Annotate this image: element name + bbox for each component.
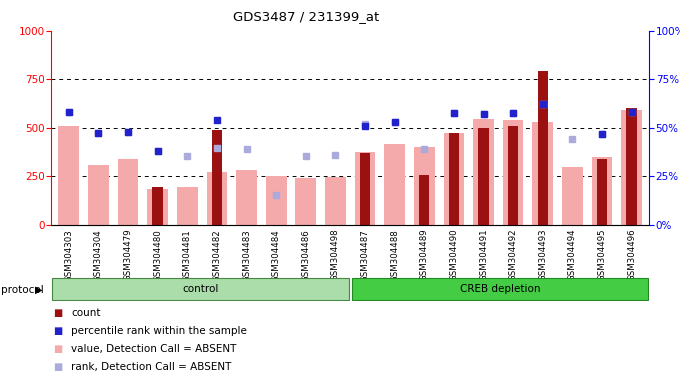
Bar bbox=[58, 126, 79, 225]
Bar bbox=[503, 120, 524, 225]
Text: value, Detection Call = ABSENT: value, Detection Call = ABSENT bbox=[71, 344, 237, 354]
Bar bbox=[88, 164, 109, 225]
Text: count: count bbox=[71, 308, 101, 318]
Text: percentile rank within the sample: percentile rank within the sample bbox=[71, 326, 248, 336]
Text: GSM304490: GSM304490 bbox=[449, 229, 458, 281]
Bar bbox=[443, 134, 464, 225]
Text: GSM304496: GSM304496 bbox=[627, 229, 636, 281]
Bar bbox=[538, 71, 548, 225]
Text: ▶: ▶ bbox=[35, 285, 43, 295]
Bar bbox=[177, 187, 198, 225]
Text: GSM304303: GSM304303 bbox=[65, 229, 73, 281]
Bar bbox=[266, 176, 286, 225]
Bar bbox=[622, 110, 642, 225]
Text: GSM304487: GSM304487 bbox=[360, 229, 369, 281]
Bar bbox=[384, 144, 405, 225]
Text: GSM304494: GSM304494 bbox=[568, 229, 577, 281]
Text: ■: ■ bbox=[53, 308, 63, 318]
Text: GSM304488: GSM304488 bbox=[390, 229, 399, 281]
Text: control: control bbox=[182, 284, 219, 294]
Bar bbox=[597, 159, 607, 225]
Bar bbox=[236, 170, 257, 225]
Text: GSM304484: GSM304484 bbox=[271, 229, 281, 281]
FancyBboxPatch shape bbox=[52, 278, 349, 300]
Bar bbox=[449, 134, 459, 225]
Bar bbox=[207, 172, 227, 225]
Bar bbox=[562, 167, 583, 225]
Text: ■: ■ bbox=[53, 362, 63, 372]
Text: rank, Detection Call = ABSENT: rank, Detection Call = ABSENT bbox=[71, 362, 232, 372]
Text: GSM304486: GSM304486 bbox=[301, 229, 310, 281]
Text: ■: ■ bbox=[53, 326, 63, 336]
Text: GSM304493: GSM304493 bbox=[539, 229, 547, 281]
Bar bbox=[148, 189, 168, 225]
Text: GSM304483: GSM304483 bbox=[242, 229, 251, 281]
Bar bbox=[592, 157, 613, 225]
Text: GDS3487 / 231399_at: GDS3487 / 231399_at bbox=[233, 10, 379, 23]
Bar bbox=[152, 187, 163, 225]
Bar bbox=[626, 108, 636, 225]
Text: GSM304480: GSM304480 bbox=[153, 229, 162, 281]
Text: GSM304498: GSM304498 bbox=[331, 229, 340, 281]
Text: GSM304304: GSM304304 bbox=[94, 229, 103, 281]
Text: CREB depletion: CREB depletion bbox=[460, 284, 540, 294]
Bar bbox=[414, 147, 435, 225]
Text: GSM304495: GSM304495 bbox=[598, 229, 607, 281]
Text: GSM304491: GSM304491 bbox=[479, 229, 488, 281]
Bar bbox=[360, 153, 370, 225]
Bar bbox=[473, 119, 494, 225]
Text: GSM304482: GSM304482 bbox=[212, 229, 222, 281]
Text: GSM304481: GSM304481 bbox=[183, 229, 192, 281]
Bar bbox=[508, 126, 518, 225]
Bar bbox=[478, 128, 489, 225]
Bar bbox=[532, 122, 553, 225]
Bar bbox=[295, 178, 316, 225]
Text: GSM304489: GSM304489 bbox=[420, 229, 429, 281]
Bar bbox=[118, 159, 139, 225]
Text: GSM304479: GSM304479 bbox=[124, 229, 133, 281]
Bar bbox=[419, 175, 430, 225]
FancyBboxPatch shape bbox=[352, 278, 648, 300]
Bar bbox=[325, 177, 345, 225]
Bar bbox=[355, 152, 375, 225]
Text: protocol: protocol bbox=[1, 285, 44, 295]
Text: ■: ■ bbox=[53, 344, 63, 354]
Bar bbox=[211, 130, 222, 225]
Text: GSM304492: GSM304492 bbox=[509, 229, 517, 281]
